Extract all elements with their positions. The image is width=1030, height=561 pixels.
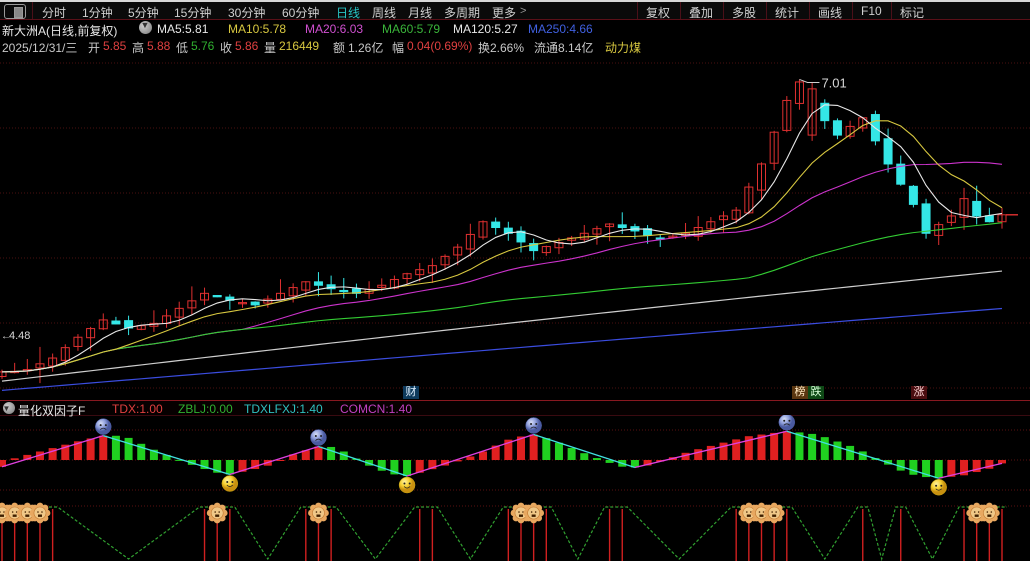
svg-text:4.48: 4.48 <box>9 330 30 342</box>
svg-text:7.01: 7.01 <box>821 75 846 90</box>
svg-text:←: ← <box>1 331 11 342</box>
